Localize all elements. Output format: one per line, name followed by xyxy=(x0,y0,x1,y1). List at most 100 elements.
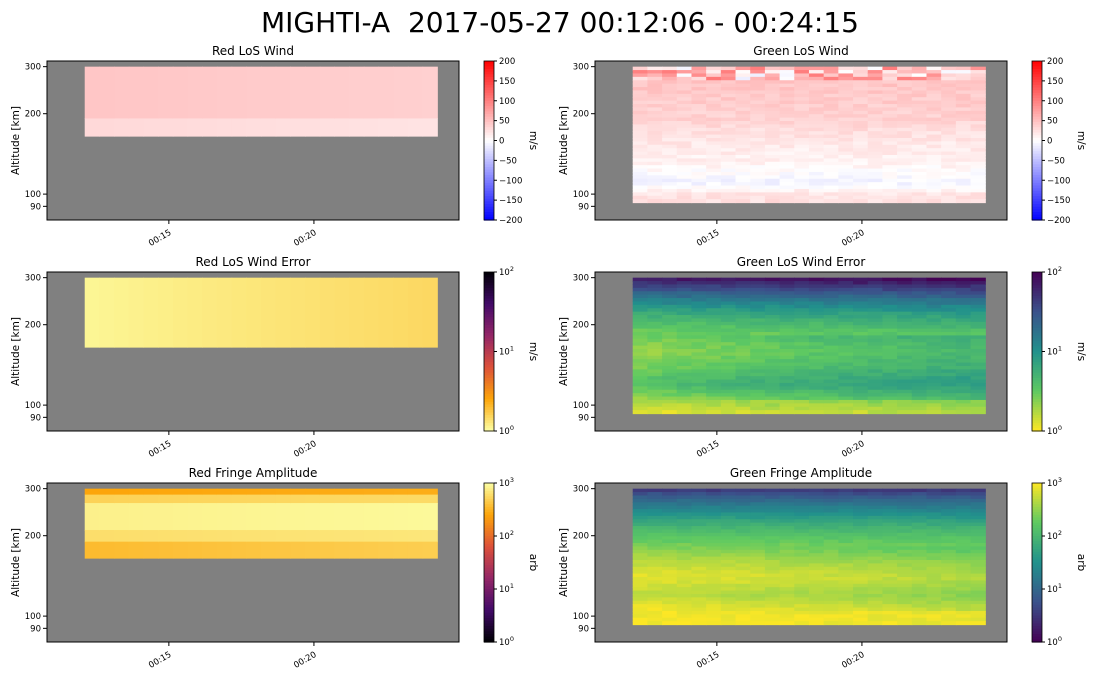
data-cell xyxy=(632,308,649,313)
colorbar-swatch xyxy=(484,145,494,150)
data-cell xyxy=(823,338,839,343)
data-cell xyxy=(764,369,781,374)
data-cell xyxy=(720,83,737,88)
data-cell xyxy=(853,556,869,561)
data-cell xyxy=(808,321,825,326)
data-cell xyxy=(867,185,884,190)
data-cell xyxy=(853,325,869,330)
data-cell xyxy=(882,359,898,364)
colorbar-swatch xyxy=(484,317,494,321)
data-cell xyxy=(764,332,781,337)
data-cell xyxy=(735,144,751,149)
data-cell xyxy=(882,304,898,309)
data-cell xyxy=(941,325,957,330)
data-cell xyxy=(662,151,678,156)
data-cell xyxy=(882,386,898,391)
data-cell xyxy=(867,328,884,333)
data-cell xyxy=(838,148,854,153)
data-cell xyxy=(794,526,810,531)
data-cell xyxy=(143,66,159,120)
data-cell xyxy=(838,379,854,384)
data-cell xyxy=(794,566,810,571)
data-cell xyxy=(647,600,663,605)
data-cell xyxy=(823,291,839,296)
data-cell xyxy=(735,321,751,326)
data-cell xyxy=(647,328,663,333)
data-cell xyxy=(911,369,928,374)
colorbar-swatch xyxy=(1032,140,1042,144)
data-cell xyxy=(647,281,663,286)
data-cell xyxy=(941,369,957,374)
data-cell xyxy=(779,332,795,337)
colorbar-swatch xyxy=(484,340,494,345)
data-cell xyxy=(867,587,884,592)
data-cell xyxy=(735,566,751,571)
data-cell xyxy=(143,503,159,531)
data-cell xyxy=(882,498,898,503)
data-cell xyxy=(779,536,795,541)
colorbar-swatch xyxy=(1032,367,1042,371)
data-cell xyxy=(867,372,884,377)
data-cell xyxy=(662,141,678,146)
data-cell xyxy=(720,399,737,404)
data-cell xyxy=(955,284,972,289)
colorbar-swatch xyxy=(1032,129,1042,134)
data-cell xyxy=(838,372,854,377)
data-cell xyxy=(794,298,810,303)
data-cell xyxy=(794,590,810,595)
data-cell xyxy=(926,277,942,282)
data-cell xyxy=(750,389,766,394)
data-cell xyxy=(867,498,884,503)
data-cell xyxy=(926,151,942,156)
data-cell xyxy=(647,389,663,394)
data-cell xyxy=(838,134,854,139)
colorbar-tick-label: 0 xyxy=(499,137,504,147)
data-cell xyxy=(808,100,825,105)
data-cell xyxy=(735,304,751,309)
data-cell xyxy=(867,488,884,493)
data-cell xyxy=(764,583,781,588)
data-cell xyxy=(926,502,942,507)
colorbar-swatch xyxy=(484,541,494,545)
data-cell xyxy=(720,526,737,531)
data-cell xyxy=(911,192,928,197)
data-cell xyxy=(676,148,693,153)
data-cell xyxy=(691,532,707,537)
data-cell xyxy=(941,192,957,197)
data-cell xyxy=(706,556,722,561)
data-cell xyxy=(735,515,751,520)
data-cell xyxy=(706,492,722,497)
data-cell xyxy=(735,549,751,554)
data-cell xyxy=(720,97,737,102)
data-cell xyxy=(764,526,781,531)
data-cell xyxy=(897,80,913,85)
data-cell xyxy=(735,121,751,126)
data-cell xyxy=(955,328,972,333)
data-cell xyxy=(114,494,130,504)
data-cell xyxy=(823,566,839,571)
data-cell xyxy=(779,488,795,493)
data-cell xyxy=(808,342,825,347)
data-cell xyxy=(955,580,972,585)
colorbar-swatch xyxy=(1032,114,1042,118)
data-cell xyxy=(735,614,751,619)
data-cell xyxy=(632,396,649,401)
data-cell xyxy=(720,158,737,163)
data-cell xyxy=(764,83,781,88)
data-cell xyxy=(662,308,678,313)
data-cell xyxy=(853,284,869,289)
colorbar-swatch xyxy=(1032,485,1042,489)
data-cell xyxy=(676,369,693,374)
data-cell xyxy=(720,570,737,575)
data-cell xyxy=(779,345,795,350)
data-cell xyxy=(691,93,707,98)
data-cell xyxy=(676,352,693,357)
data-cell xyxy=(970,576,986,581)
data-cell xyxy=(720,495,737,500)
data-cell xyxy=(970,559,986,564)
data-cell xyxy=(823,597,839,602)
data-cell xyxy=(867,117,884,122)
data-cell xyxy=(794,597,810,602)
data-cell xyxy=(676,127,693,132)
data-cell xyxy=(882,556,898,561)
